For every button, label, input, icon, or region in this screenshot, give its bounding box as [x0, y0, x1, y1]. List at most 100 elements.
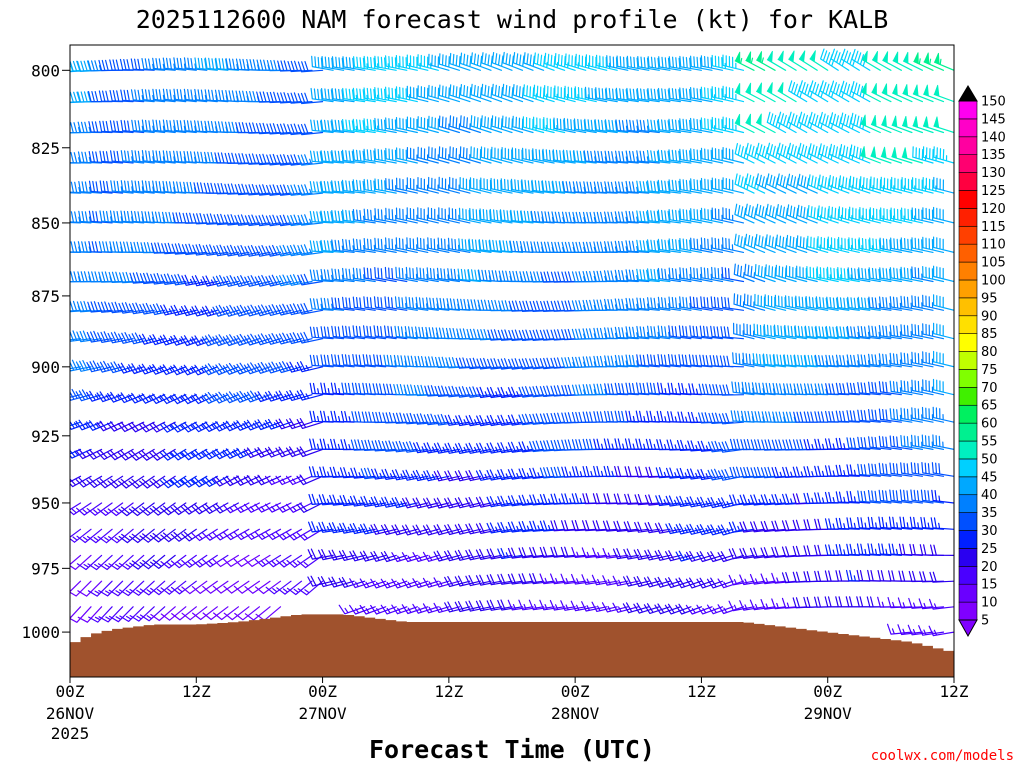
wind-barb-flag: [872, 51, 878, 64]
wind-barb: [233, 362, 260, 375]
wind-barb: [922, 177, 945, 194]
wind-barb: [296, 502, 324, 513]
wind-barb-flag: [934, 52, 940, 65]
wind-barb: [846, 354, 871, 368]
wind-barb: [718, 441, 745, 453]
wind-barb: [449, 84, 471, 103]
wind-barb: [700, 86, 724, 103]
wind-barb: [889, 296, 913, 311]
wind-barb: [349, 523, 376, 535]
wind-barb: [636, 268, 660, 283]
colorbar-label: 150: [981, 95, 1006, 110]
wind-barb-flag: [870, 114, 877, 127]
wind-barb: [223, 275, 250, 287]
wind-barb: [786, 204, 808, 224]
x-tick-label: 12Z: [182, 682, 211, 701]
wind-barb: [417, 85, 439, 103]
wind-barb: [180, 335, 208, 347]
wind-barb: [827, 236, 850, 253]
wind-barb: [570, 600, 597, 612]
wind-barb: [867, 490, 892, 504]
wind-barb: [459, 146, 481, 164]
wind-barb: [625, 382, 650, 396]
wind-barb: [286, 580, 313, 596]
wind-barb: [686, 550, 713, 562]
wind-barb: [204, 57, 229, 71]
y-tick-label: 1000: [21, 623, 60, 642]
wind-barb: [110, 180, 134, 194]
wind-barb: [868, 436, 892, 450]
x-tick-date: 26NOV: [46, 704, 95, 723]
wind-barb: [212, 475, 239, 487]
wind-barb: [785, 295, 808, 311]
wind-barb: [374, 55, 397, 71]
wind-barb-flag: [788, 50, 795, 63]
wind-barb: [70, 420, 92, 430]
wind-barb: [70, 606, 82, 620]
wind-barb: [614, 211, 639, 224]
wind-barb: [636, 382, 660, 396]
wind-barb: [170, 554, 197, 569]
wind-barb: [836, 325, 860, 340]
wind-barb: [70, 280, 82, 283]
wind-barb: [244, 245, 271, 257]
wind-barb: [711, 177, 734, 194]
colorbar-label: 60: [981, 417, 998, 432]
wind-barb: [70, 421, 82, 427]
colorbar-bottom-arrow: [958, 619, 978, 638]
wind-barb: [77, 606, 103, 623]
wind-barb-flag: [914, 20, 918, 31]
wind-barb: [459, 115, 481, 134]
wind-barb: [286, 528, 313, 541]
wind-barb: [331, 180, 355, 194]
wind-barb: [458, 238, 481, 253]
wind-barb: [602, 575, 629, 586]
colorbar-label: 135: [981, 148, 1006, 163]
wind-barb: [794, 325, 818, 340]
wind-barb: [138, 363, 166, 375]
wind-barb: [696, 551, 724, 563]
wind-barb: [625, 150, 650, 164]
wind-barb: [70, 211, 92, 224]
wind-barb: [679, 118, 702, 134]
colorbar-segment: [958, 118, 978, 138]
wind-barb: [711, 266, 734, 283]
wind-barb: [360, 495, 387, 507]
colorbar-segment: [958, 422, 978, 442]
wind-barb: [428, 115, 450, 134]
wind-barb: [426, 267, 450, 283]
wind-barb: [878, 435, 902, 450]
wind-barb: [222, 502, 250, 514]
wind-barb: [380, 578, 408, 589]
wind-barb: [444, 470, 471, 482]
wind-barb: [222, 420, 250, 432]
wind-barb: [688, 354, 713, 368]
wind-barb: [152, 57, 176, 71]
wind-barb: [363, 325, 387, 340]
y-tick-label: 975: [31, 559, 60, 578]
wind-barb: [423, 497, 450, 509]
wind-barb: [338, 576, 366, 588]
wind-barb: [454, 575, 481, 587]
wind-barb: [868, 325, 892, 340]
wind-barb: [401, 604, 429, 615]
wind-barb: [405, 296, 429, 311]
wind-barb: [826, 266, 850, 283]
wind-barb: [921, 406, 945, 423]
wind-barb: [657, 382, 681, 396]
wind-barb: [798, 80, 818, 103]
wind-barb: [786, 234, 808, 253]
wind-barb: [614, 298, 639, 311]
wind-barb: [264, 502, 292, 513]
wind-barb: [604, 119, 629, 134]
wind-barb: [593, 299, 618, 311]
wind-barb: [532, 148, 555, 164]
wind-barb: [798, 111, 818, 134]
wind-barb: [700, 147, 724, 164]
wind-barb: [243, 390, 271, 403]
wind-barb: [222, 391, 250, 404]
wind-barb: [542, 148, 566, 164]
wind-barb: [889, 267, 913, 283]
wind-barb: [733, 293, 755, 311]
colorbar-segment: [958, 440, 978, 460]
